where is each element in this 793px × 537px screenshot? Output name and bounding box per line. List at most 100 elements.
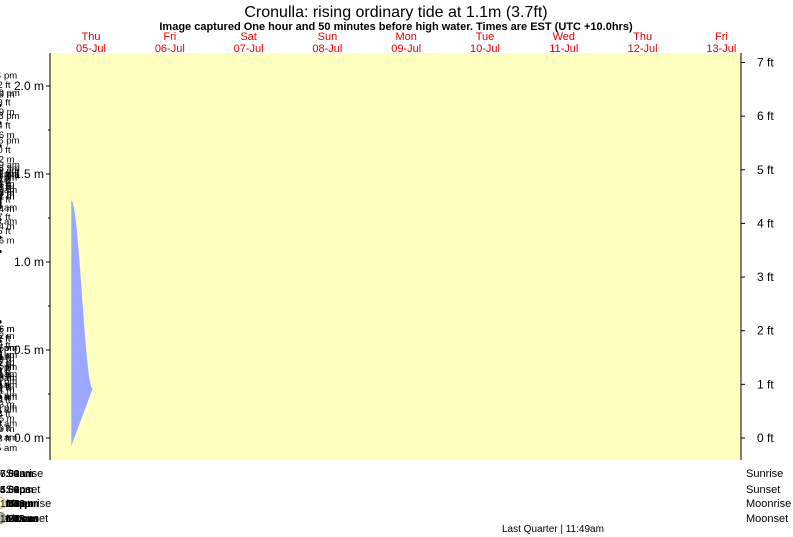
tide-label-line: 4.4 ft <box>0 175 11 186</box>
tide-point <box>0 103 2 107</box>
tide-label-line: 1.5 ft <box>0 370 11 381</box>
low-tide-label: 0.62 m2.0 ft7:25 pm <box>0 327 17 361</box>
tide-point <box>0 205 2 210</box>
high-tide-label: 9:34 pm6.2 ft1.89 m <box>0 70 17 107</box>
tide-point <box>0 327 2 331</box>
day-of-week: Mon <box>395 31 416 43</box>
tide-label-line: 1.0 ft <box>0 393 11 404</box>
tide-point <box>0 198 2 202</box>
low-tide-label: 0.15 m0.5 ft4:59 am <box>0 410 17 444</box>
tide-label-line: 3.5 ft <box>0 226 11 237</box>
tide-label-line: 1.36 m <box>0 183 15 194</box>
high-tide-label: 2:04 am3.7 ft1.14 m <box>0 202 17 239</box>
tide-label-line: 1.38 m <box>0 179 15 190</box>
tide-label-line: 0.51 m <box>0 350 15 361</box>
sunrise-time: 7:00am <box>0 469 33 480</box>
tide-label-line: 5.4 ft <box>0 120 11 131</box>
tide-label-line: 1.3 ft <box>0 381 11 392</box>
tide-label-line: 0.39 m <box>0 371 15 382</box>
tide-label-line: 0.47 m <box>0 357 15 368</box>
sunset-time: 5:02pm <box>0 485 33 496</box>
tide-label-line: 6.2 ft <box>0 80 11 91</box>
tide-point <box>0 381 2 386</box>
tide-point <box>0 249 2 254</box>
right-tick-label: 6 ft <box>757 109 774 123</box>
water-area <box>71 200 93 446</box>
tide-label-line: 7:00 am <box>0 392 17 403</box>
tide-point <box>0 357 2 361</box>
tide-label-line: 11:02 am <box>0 165 20 176</box>
tide-point <box>0 168 2 173</box>
moonrise-time: 11:46pm <box>0 499 38 510</box>
day-date: 05-Jul <box>76 43 106 55</box>
tide-point <box>0 320 2 324</box>
tide-label-line: 2.2 ft <box>0 333 11 344</box>
tide-label-line: 1.52 m <box>0 154 15 165</box>
tide-label-line: 1.0 ft <box>0 395 11 406</box>
day-date: 10-Jul <box>470 43 500 55</box>
tide-label-line: 4.4 ft <box>0 178 11 189</box>
high-tide-label: 1:14 am4.1 ft1.24 m <box>0 185 17 222</box>
tide-label-line: 1.2 ft <box>0 383 11 394</box>
tide-label-line: 5:40 am <box>0 419 17 430</box>
tide-point <box>0 193 2 197</box>
left-tick-label: 1.5 m <box>14 167 44 181</box>
day-labels: Thu05-JulFri06-JulSat07-JulSun08-JulMon0… <box>76 31 736 55</box>
high-tide-label: 10:19 pm5.9 ft1.79 m <box>0 88 20 125</box>
tide-label-line: 1.89 m <box>0 89 15 100</box>
tide-label-line: 9:08 am <box>0 369 17 380</box>
tide-point <box>0 339 2 343</box>
moonrise-time: 9:52pm <box>0 499 33 510</box>
row-label-right: Moonset <box>746 513 788 525</box>
day-date: 06-Jul <box>155 43 185 55</box>
sunset-time: 5:01pm <box>0 485 33 496</box>
sunset-time: 5:00pm <box>0 485 33 496</box>
moonrise-time: 12:42am <box>0 499 39 510</box>
tide-label-line: 0.32 m <box>0 384 15 395</box>
tide-point <box>0 395 2 400</box>
moonset-time: 9:04am <box>0 514 33 525</box>
tide-label-line: 1.6 ft <box>0 363 11 374</box>
tide-label-line: 2:04 am <box>0 202 17 213</box>
tide-label-line: 0.23 m <box>0 400 15 411</box>
tide-point <box>0 202 2 206</box>
row-label-left: Sunrise <box>6 468 43 480</box>
row-label-right: Moonrise <box>746 498 791 510</box>
tide-label-line: 5.9 ft <box>0 97 11 108</box>
moonset-icon <box>0 512 6 524</box>
left-tick-label: 1.0 m <box>14 255 44 269</box>
row-label-right: Sunrise <box>746 468 783 480</box>
moonset-time: 8:27am <box>0 514 33 525</box>
tide-label-line: 1.5 ft <box>0 367 11 378</box>
day-date: 08-Jul <box>312 43 342 55</box>
tide-point <box>0 369 2 373</box>
low-tide-label: 0.51 m1.7 ft9:08 am <box>0 346 17 380</box>
tide-label-line: 0.66 m <box>0 324 15 335</box>
tide-label-line: 10:15 am <box>0 164 20 175</box>
tide-label-line: 1.66 m <box>0 130 15 141</box>
row-label-left: Moonset <box>6 513 48 525</box>
tide-label-line: 7:25 pm <box>0 350 17 361</box>
tide-label-line: 0.45 m <box>0 361 15 372</box>
tide-label-line: 0.38 m <box>0 373 15 384</box>
tide-label-line: 1.24 m <box>0 204 15 215</box>
tide-label-line: 3:03 am <box>0 216 17 227</box>
tide-label-line: 1.32 m <box>0 190 15 201</box>
chart-title: Cronulla: rising ordinary tide at 1.1m (… <box>244 4 547 21</box>
tide-label-line: 12:34 pm <box>0 171 20 182</box>
tide-label-line: 0.3 ft <box>0 434 11 445</box>
low-tide-label: 0.45 m1.5 ft7:40 am <box>0 357 17 391</box>
high-tide-label: 11:46 pm5.0 ft1.52 m <box>0 135 20 173</box>
sunset-time: 4:59pm <box>0 485 33 496</box>
day-of-week: Thu <box>633 31 652 43</box>
tide-label-line: 7:40 am <box>0 380 17 391</box>
high-tide-label: 11:02 am4.4 ft1.35 m <box>0 165 20 202</box>
tide-label-line: 8:22 am <box>0 373 17 384</box>
sunrise-time: 7:01am <box>0 469 33 480</box>
low-tide-label: 0.66 m2.2 ft9:35 pm <box>0 320 17 354</box>
